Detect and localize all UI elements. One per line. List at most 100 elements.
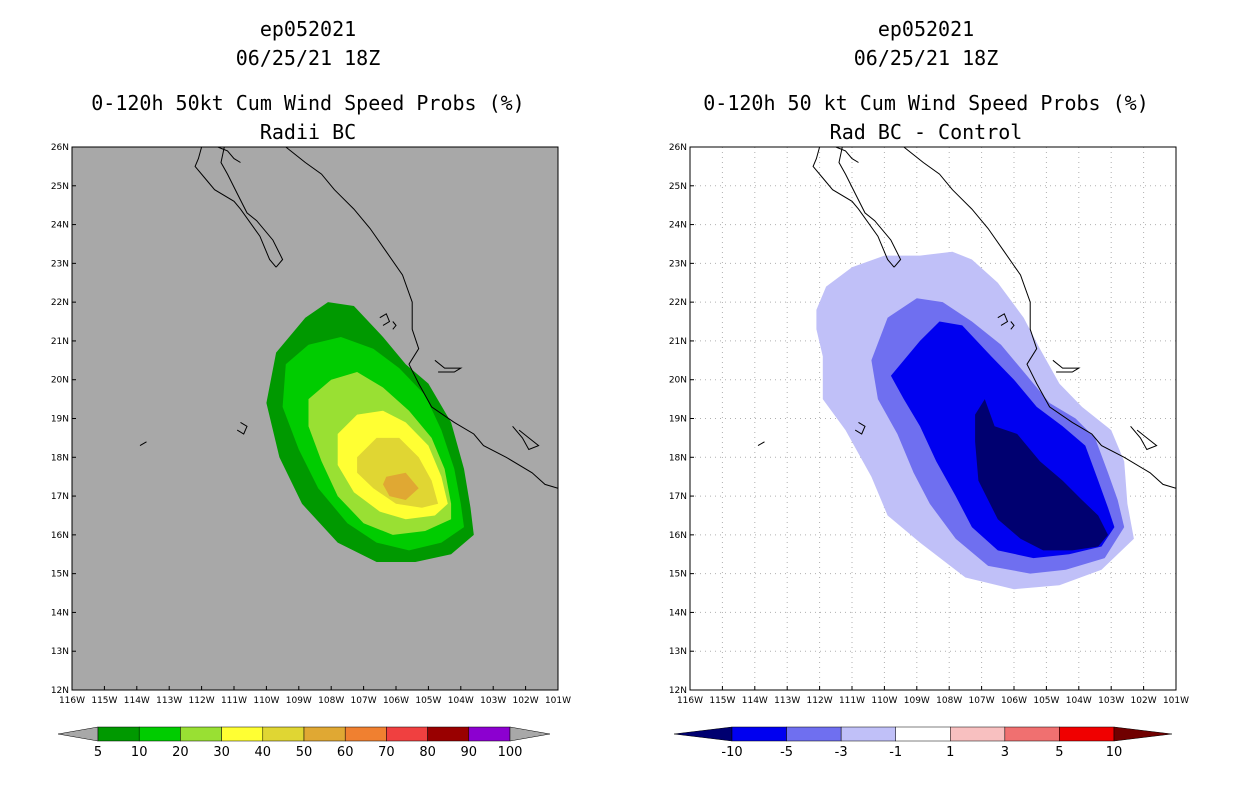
colorbar-label: 80 — [419, 745, 436, 760]
colorbar-label: 1 — [946, 745, 954, 760]
island-outline — [392, 321, 397, 330]
colorbar-label: 60 — [337, 745, 354, 760]
coastline-mainland — [285, 147, 558, 489]
x-tick-label: 109W — [286, 696, 312, 706]
coastline-baja-west — [812, 147, 895, 268]
coastline-baja-east — [220, 147, 284, 268]
colorbar-swatch — [97, 726, 140, 742]
colorbar-label: 3 — [1001, 745, 1009, 760]
colorbar-label: 50 — [296, 745, 313, 760]
colorbar-swatch — [262, 726, 305, 742]
left-storm-id: ep052021 — [260, 17, 356, 41]
x-tick-label: 113W — [774, 696, 800, 706]
colorbar-label: 5 — [1055, 745, 1063, 760]
x-tick-label: 104W — [448, 696, 474, 706]
x-tick-label: 107W — [969, 696, 995, 706]
y-tick-label: 14N — [669, 608, 687, 618]
contour-level-3 — [975, 399, 1108, 551]
x-tick-label: 109W — [904, 696, 930, 706]
right-storm-id: ep052021 — [878, 17, 974, 41]
contour-level-4 — [357, 437, 439, 508]
right-colorbar: -10 -5 -3 -1 1 3 5 10 — [673, 726, 1173, 760]
island-outline — [997, 313, 1009, 326]
colorbar-label: 20 — [172, 745, 189, 760]
x-tick-label: 114W — [742, 696, 768, 706]
colorbar-swatch — [180, 726, 222, 742]
x-tick-label: 105W — [1033, 696, 1059, 706]
island-outline — [379, 313, 391, 326]
colorbar-swatch — [1004, 726, 1060, 742]
colorbar-label: 5 — [94, 745, 102, 760]
y-tick-label: 26N — [669, 143, 687, 153]
left-map: 116W 115W 114W 113W 112W 111W 110W 109W 108W 107W… — [51, 143, 571, 706]
y-tick-label: 17N — [51, 492, 69, 502]
colorbar-low-triangle — [57, 726, 99, 742]
y-tick-label: 14N — [51, 608, 69, 618]
colorbar-label: 90 — [461, 745, 478, 760]
y-tick-label: 18N — [51, 453, 69, 463]
x-tick-label: 115W — [709, 696, 735, 706]
right-datetime: 06/25/21 18Z — [854, 46, 999, 70]
y-tick-label: 24N — [669, 221, 687, 231]
left-chart-title: 0-120h 50kt Cum Wind Speed Probs (%) — [91, 91, 524, 115]
x-tick-label: 102W — [513, 696, 539, 706]
x-tick-label: 108W — [936, 696, 962, 706]
x-tick-label: 106W — [383, 696, 409, 706]
x-tick-label: 103W — [480, 696, 506, 706]
map-plot-area — [139, 147, 558, 562]
y-tick-label: 23N — [51, 259, 69, 269]
y-tick-label: 18N — [669, 453, 687, 463]
y-tick-label: 22N — [51, 298, 69, 308]
colorbar-label: 100 — [498, 745, 523, 760]
coastline-mainland — [903, 147, 1176, 489]
colorbar-label: 10 — [1106, 745, 1123, 760]
x-tick-label: 110W — [253, 696, 279, 706]
x-tick-label: 101W — [545, 696, 571, 706]
x-tick-label: 103W — [1098, 696, 1124, 706]
left-colorbar: 5 10 20 30 40 50 60 70 80 90 100 — [57, 726, 551, 760]
map-plot-area — [690, 147, 1176, 690]
colorbar-swatch — [344, 726, 387, 742]
x-tick-label: 112W — [189, 696, 215, 706]
colorbar-swatch — [895, 726, 951, 742]
right-chart-subtitle: Rad BC - Control — [830, 120, 1023, 144]
y-tick-label: 22N — [669, 298, 687, 308]
y-tick-label: 19N — [669, 415, 687, 425]
colorbar-swatch — [468, 726, 511, 742]
island-outline — [757, 441, 765, 447]
island-outline — [139, 441, 147, 447]
colorbar-swatch — [303, 726, 346, 742]
coastline-north-coast-left — [835, 147, 859, 163]
colorbar-swatch — [950, 726, 1006, 742]
y-tick-label: 21N — [669, 337, 687, 347]
colorbar-high-triangle — [1113, 726, 1173, 742]
colorbar-swatch — [427, 726, 470, 742]
island-outline — [854, 421, 866, 435]
x-tick-label: 114W — [124, 696, 150, 706]
coastline-north-coast-left — [217, 147, 241, 163]
colorbar-label: -1 — [889, 745, 902, 760]
colorbar-label: -5 — [780, 745, 793, 760]
colorbar-swatch — [221, 726, 264, 742]
left-datetime: 06/25/21 18Z — [236, 46, 381, 70]
y-tick-label: 13N — [51, 647, 69, 657]
colorbar-swatch — [138, 726, 181, 742]
colorbar-swatch — [731, 726, 787, 742]
x-tick-label: 106W — [1001, 696, 1027, 706]
colorbar-label: 40 — [255, 745, 272, 760]
colorbar-label: 30 — [213, 745, 230, 760]
left-chart-subtitle: Radii BC — [260, 120, 356, 144]
right-chart-title: 0-120h 50 kt Cum Wind Speed Probs (%) — [703, 91, 1149, 115]
y-tick-label: 13N — [669, 647, 687, 657]
island-outline — [236, 421, 248, 435]
y-tick-label: 23N — [669, 259, 687, 269]
x-tick-label: 110W — [871, 696, 897, 706]
island-outline — [1130, 425, 1158, 451]
y-tick-label: 21N — [51, 337, 69, 347]
y-tick-label: 15N — [669, 570, 687, 580]
island-outline — [512, 425, 540, 451]
x-tick-label: 105W — [415, 696, 441, 706]
x-tick-label: 116W — [677, 696, 703, 706]
right-map: 116W 115W 114W 113W 112W 111W 110W 109W 108W 107W… — [669, 143, 1189, 706]
y-tick-label: 20N — [669, 376, 687, 386]
